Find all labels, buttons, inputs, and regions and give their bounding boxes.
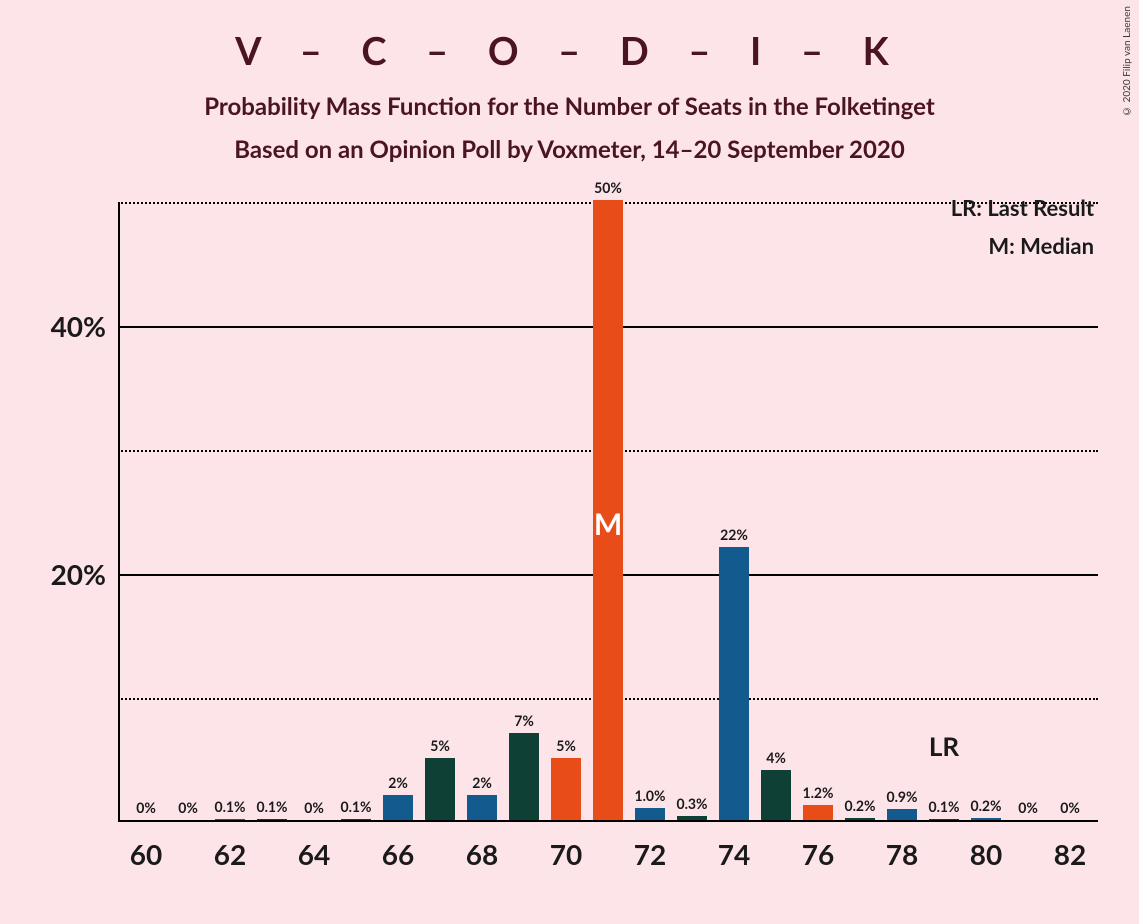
x-axis-label: 68	[466, 837, 498, 871]
bar-value-label: 7%	[514, 712, 534, 729]
bar	[887, 809, 917, 820]
bar-value-label: 50%	[594, 179, 622, 196]
y-axis	[118, 202, 120, 822]
bar-value-label: 1.2%	[802, 784, 833, 801]
bar	[215, 819, 245, 820]
bar	[257, 819, 287, 820]
bar-value-label: 0%	[1060, 799, 1080, 816]
bar-value-label: 5%	[556, 737, 576, 754]
x-axis-label: 78	[886, 837, 918, 871]
bar-value-label: 0.3%	[676, 795, 707, 812]
x-axis-label: 60	[130, 837, 162, 871]
x-axis-label: 64	[298, 837, 330, 871]
legend-lr: LR: Last Result	[951, 194, 1094, 221]
bar	[719, 547, 749, 820]
y-axis-label: 40%	[51, 309, 106, 343]
bar-value-label: 2%	[388, 774, 408, 791]
bar-value-label: 1.0%	[634, 787, 665, 804]
chart-subtitle-2: Based on an Opinion Poll by Voxmeter, 14…	[0, 135, 1139, 164]
bar-value-label: 0.2%	[970, 797, 1001, 814]
median-marker: M	[594, 506, 622, 542]
bar	[803, 805, 833, 820]
x-axis-label: 76	[802, 837, 834, 871]
legend-median: M: Median	[988, 232, 1094, 259]
last-result-marker: LR	[929, 730, 959, 762]
x-axis-label: 70	[550, 837, 582, 871]
x-axis-label: 82	[1054, 837, 1086, 871]
x-axis-label: 74	[718, 837, 750, 871]
x-axis-label: 66	[382, 837, 414, 871]
bar	[761, 770, 791, 820]
x-axis-label: 80	[970, 837, 1002, 871]
bar-value-label: 4%	[766, 749, 786, 766]
bar	[341, 819, 371, 820]
x-axis	[118, 820, 1098, 822]
bar-value-label: 0.1%	[256, 798, 287, 815]
chart-plot-area: 20%40% 606264666870727476788082 0%0%0.1%…	[118, 202, 1098, 822]
bar-value-label: 0.9%	[886, 788, 917, 805]
bar	[845, 818, 875, 820]
bar	[383, 795, 413, 820]
chart-title: V – C – O – D – I – K	[0, 0, 1139, 74]
bar	[551, 758, 581, 820]
bar	[971, 818, 1001, 820]
bar-value-label: 2%	[472, 774, 492, 791]
bar-value-label: 0%	[1018, 799, 1038, 816]
bar	[677, 816, 707, 820]
bar-value-label: 22%	[720, 526, 748, 543]
bar-value-label: 0.1%	[928, 798, 959, 815]
bar-value-label: 0%	[304, 799, 324, 816]
bar	[509, 733, 539, 820]
chart-subtitle-1: Probability Mass Function for the Number…	[0, 92, 1139, 121]
x-axis-label: 62	[214, 837, 246, 871]
bar	[635, 808, 665, 820]
bar-value-label: 0.1%	[214, 798, 245, 815]
bar	[467, 795, 497, 820]
bar-value-label: 5%	[430, 737, 450, 754]
bar-value-label: 0%	[136, 799, 156, 816]
bar	[929, 819, 959, 820]
x-axis-label: 72	[634, 837, 666, 871]
bar-value-label: 0.2%	[844, 797, 875, 814]
bar-value-label: 0.1%	[340, 798, 371, 815]
y-axis-label: 20%	[51, 557, 106, 591]
bar	[425, 758, 455, 820]
bar-value-label: 0%	[178, 799, 198, 816]
copyright-text: © 2020 Filip van Laenen	[1121, 6, 1133, 117]
